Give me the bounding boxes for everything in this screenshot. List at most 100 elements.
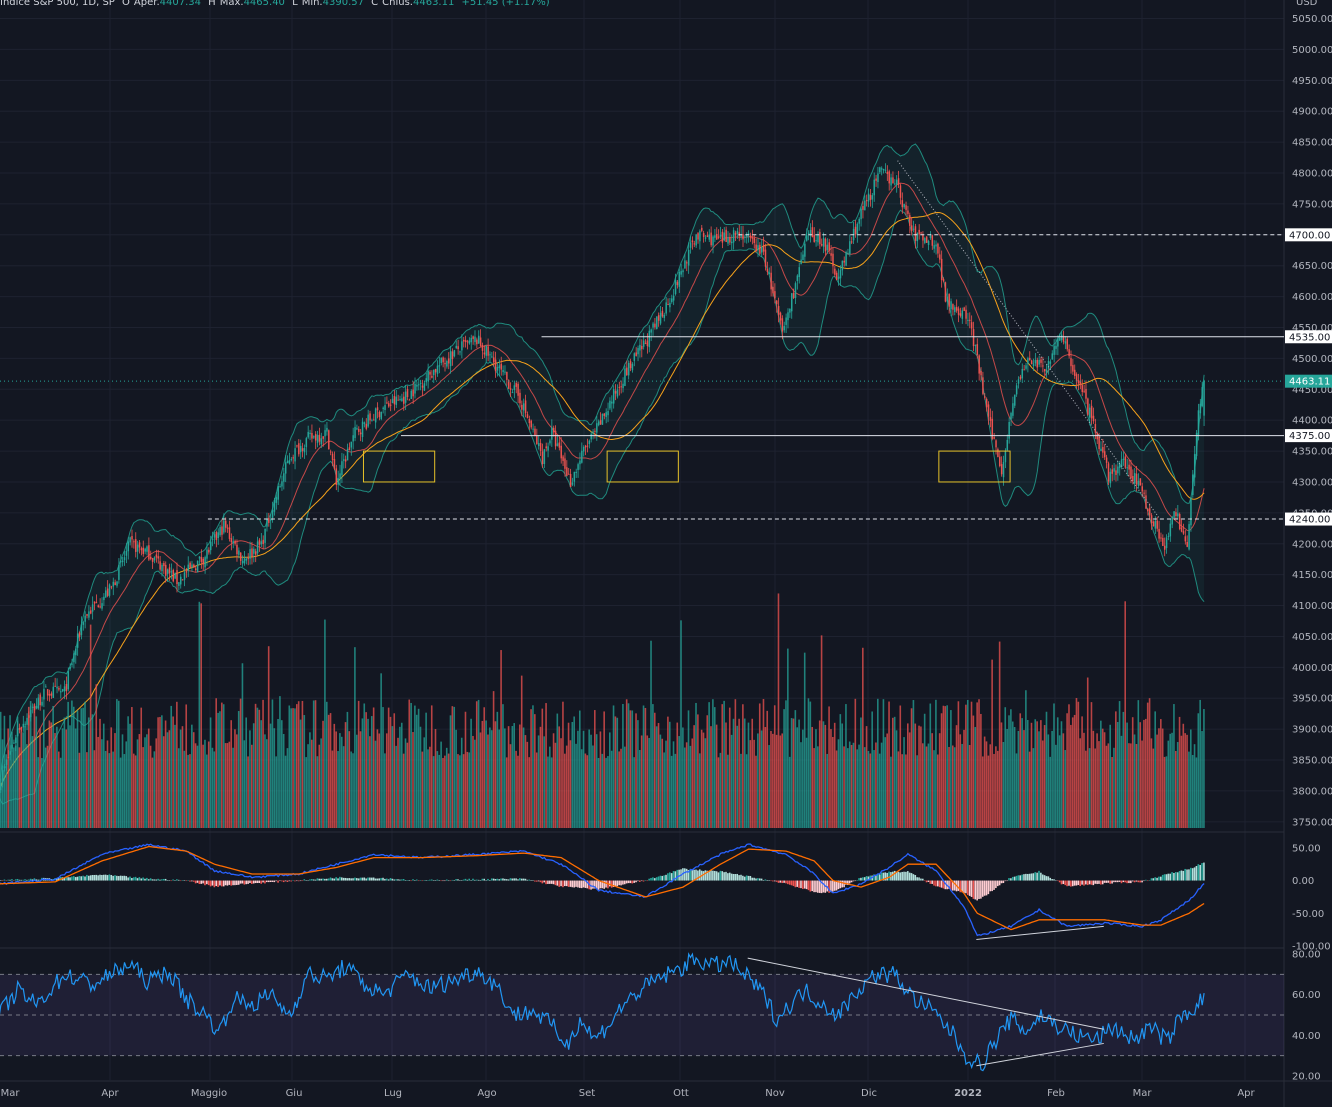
volume-bar: [927, 743, 930, 828]
candle-body: [1152, 521, 1155, 527]
macd-hist-bar: [519, 878, 521, 881]
candle-body: [650, 329, 652, 333]
candle-body: [335, 468, 338, 485]
candle-body: [890, 177, 892, 186]
candle-body: [125, 550, 128, 556]
time-axis-tick: Apr: [101, 1088, 119, 1099]
volume-bar: [717, 757, 720, 828]
volume-bar: [1191, 755, 1194, 828]
candle-body: [492, 357, 495, 363]
volume-bar: [194, 743, 197, 828]
volume-bar: [146, 734, 148, 828]
rsi-trendline[interactable]: [976, 1042, 1104, 1067]
macd-hist-bar: [980, 880, 982, 899]
volume-bar: [97, 736, 99, 828]
volume-bar: [743, 718, 746, 828]
volume-bar: [856, 749, 858, 828]
macd-hist-bar: [564, 880, 566, 887]
candle-body: [627, 362, 630, 376]
volume-bar: [370, 716, 373, 828]
volume-bar: [1124, 601, 1127, 828]
macd-hist-bar: [1002, 880, 1005, 884]
highlight-box[interactable]: [606, 450, 679, 483]
volume-bar: [1071, 717, 1074, 828]
volume-bar: [687, 710, 690, 828]
macd-hist-bar: [1085, 880, 1087, 885]
macd-hist-bar: [650, 877, 652, 881]
macd-hist-bar: [370, 877, 373, 881]
macd-hist-bar: [367, 877, 369, 881]
macd-hist-bar: [346, 878, 349, 881]
macd-hist-bar: [76, 876, 79, 881]
candle-body: [781, 318, 784, 332]
highlight-box[interactable]: [362, 450, 436, 483]
volume-bar: [728, 707, 731, 828]
macd-hist-bar: [678, 869, 680, 881]
macd-hist-bar: [1088, 880, 1091, 885]
candle-body: [28, 715, 30, 718]
rsi-trendline[interactable]: [747, 957, 1104, 1030]
macd-divergence-line[interactable]: [976, 925, 1104, 940]
candle-body: [849, 241, 851, 255]
candle-body: [39, 694, 41, 706]
macd-hist-bar: [507, 879, 510, 881]
macd-hist-bar: [815, 880, 817, 893]
macd-hist-bar: [474, 879, 476, 881]
trendline[interactable]: [897, 160, 1161, 520]
candle-body: [984, 396, 986, 398]
candle-body: [223, 520, 225, 533]
volume-bar: [260, 720, 262, 828]
candle-body: [403, 396, 405, 404]
candle-body: [230, 538, 233, 543]
time-axis-tick: Set: [579, 1088, 596, 1099]
candle-body: [734, 232, 737, 236]
macd-hist-bar: [1045, 876, 1048, 881]
volume-bar: [1105, 745, 1108, 828]
volume-bar: [269, 723, 272, 828]
macd-hist-bar: [397, 879, 399, 881]
macd-hist-bar: [983, 880, 986, 896]
volume-bar: [541, 708, 544, 828]
candle-body: [86, 614, 88, 616]
macd-hist-bar: [762, 879, 765, 881]
macd-hist-bar: [224, 880, 227, 886]
highlight-box[interactable]: [938, 450, 1011, 483]
volume-bar: [766, 710, 769, 828]
volume-bar: [12, 747, 15, 828]
macd-hist-bar: [522, 878, 525, 881]
volume-bar: [86, 752, 88, 828]
candle-body: [811, 227, 814, 238]
volume-bar: [822, 721, 825, 828]
macd-hist-bar: [322, 878, 324, 881]
time-axis-tick: Giu: [286, 1088, 303, 1099]
volume-bar: [706, 715, 709, 828]
volume-bar: [712, 699, 714, 828]
macd-hist-bar: [31, 879, 34, 881]
volume-bar: [232, 747, 234, 828]
volume-bar: [573, 716, 575, 828]
candle-body: [418, 384, 420, 386]
macd-hist-bar: [254, 880, 257, 884]
candle-body: [1186, 541, 1188, 547]
volume-bar: [440, 741, 442, 828]
candle-body: [835, 272, 838, 281]
macd-hist-bar: [245, 880, 247, 885]
price-axis-tick: 4800.00: [1292, 169, 1332, 180]
macd-hist-bar: [305, 880, 307, 881]
volume-bar: [515, 750, 517, 828]
price-axis-tick: 3950.00: [1292, 694, 1332, 705]
macd-hist-bar: [1163, 874, 1166, 881]
volume-bar: [779, 735, 782, 828]
volume-bar: [395, 745, 397, 828]
candle-body: [5, 759, 8, 765]
candle-body: [1010, 413, 1012, 420]
candle-body: [361, 421, 364, 437]
macd-hist-bar: [691, 870, 694, 881]
candle-body: [1195, 432, 1198, 457]
candle-body: [61, 689, 64, 692]
candle-body: [865, 200, 868, 202]
macd-hist-bar: [273, 880, 276, 883]
volume-bar: [1047, 734, 1050, 828]
macd-hist-bar: [689, 868, 692, 881]
